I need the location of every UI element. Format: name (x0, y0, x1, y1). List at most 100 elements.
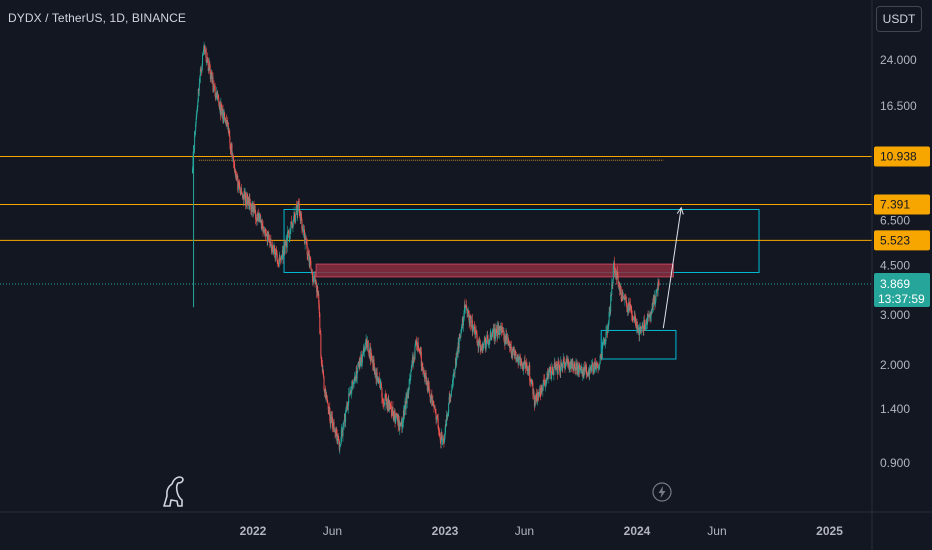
candle-body (632, 319, 634, 321)
candle-body (399, 423, 401, 426)
candle-body (198, 88, 200, 91)
candle-body (331, 416, 333, 423)
candle-body (446, 414, 448, 426)
candle-body (223, 112, 225, 116)
candle-body (577, 366, 579, 375)
candle-body (651, 311, 653, 313)
candle-body (347, 406, 349, 410)
price-badge (874, 146, 930, 167)
price-badge (874, 194, 930, 215)
candle-body (448, 402, 450, 413)
candle-body (420, 351, 422, 367)
candle-body (440, 440, 442, 443)
price-tick-label: 16.500 (880, 99, 917, 113)
candle-body (280, 258, 282, 260)
candle-body (314, 275, 316, 284)
candle-body (608, 311, 610, 322)
candle-body (633, 316, 635, 320)
candle-body (360, 354, 362, 363)
candle-body (548, 368, 550, 376)
candle-body (410, 371, 412, 378)
candle-body (231, 144, 233, 157)
candle-body (510, 345, 512, 347)
candle-body (598, 366, 600, 368)
candle-body (597, 363, 599, 368)
candle-body (278, 257, 280, 265)
candle-body (574, 368, 576, 371)
candle-body (417, 342, 419, 347)
candle-body (461, 318, 463, 328)
candle-body (471, 319, 473, 327)
candle-body (564, 364, 566, 370)
candle-body (249, 198, 251, 205)
candle-body (576, 362, 578, 364)
candle-body (498, 326, 500, 333)
candle-body (570, 361, 572, 368)
candle-body (428, 386, 430, 390)
candle-body (318, 304, 320, 314)
candle-body (479, 340, 481, 343)
candle-body (361, 362, 363, 364)
candle-body (583, 366, 585, 371)
candle-body (349, 390, 351, 392)
candle-body (240, 188, 242, 195)
candle-body (458, 337, 460, 349)
candle-body (485, 337, 487, 350)
candle-body (573, 363, 575, 367)
candle-body (344, 413, 346, 421)
candle-body (588, 369, 590, 376)
candle-body (285, 240, 287, 245)
candle-body (409, 378, 411, 380)
candle-body (604, 339, 606, 344)
candle-body (489, 340, 491, 344)
candle-body (326, 394, 328, 397)
candle-body (350, 390, 352, 394)
candle-body (550, 374, 552, 376)
candle-body (656, 289, 658, 290)
candle-body (322, 371, 324, 377)
candle-body (276, 253, 278, 262)
candle-body (305, 237, 307, 239)
candle-body (641, 327, 643, 329)
candle-body (623, 296, 625, 298)
candle-body (514, 350, 516, 356)
candle-body (269, 239, 271, 246)
candle-body (494, 328, 496, 340)
currency-button[interactable]: USDT (876, 6, 922, 32)
candle-body (352, 382, 354, 384)
candle-body (462, 318, 464, 326)
candle-body (617, 271, 619, 276)
candle-body (427, 381, 429, 392)
candle-body (392, 411, 394, 421)
candle-body (449, 396, 451, 400)
candle-body (500, 326, 502, 330)
candle-body (321, 364, 323, 372)
candle-body (432, 401, 434, 402)
candle-body (573, 363, 575, 371)
lightning-bolt-icon[interactable] (652, 482, 672, 502)
candle-body (578, 365, 580, 375)
candle-body (621, 299, 623, 301)
dinosaur-logo-icon[interactable] (158, 474, 188, 508)
candle-body (513, 350, 515, 356)
candle-body (649, 313, 651, 319)
candle-body (400, 421, 402, 424)
candle-body (623, 297, 625, 300)
candle-body (430, 398, 432, 402)
candle-body (470, 315, 472, 327)
candle-body (216, 91, 218, 93)
candle-body (441, 432, 443, 439)
candle-body (488, 343, 490, 345)
candle-body (264, 229, 266, 231)
candle-body (457, 351, 459, 355)
candle-body (355, 370, 357, 378)
price-tick-label: 2.000 (880, 358, 910, 372)
price-tick-label: 1.400 (880, 402, 910, 416)
candle-body (572, 363, 574, 368)
candle-body (219, 105, 221, 115)
candle-body (324, 388, 326, 393)
candle-body (246, 194, 248, 199)
candle-body (416, 341, 418, 345)
candle-body (521, 363, 523, 367)
